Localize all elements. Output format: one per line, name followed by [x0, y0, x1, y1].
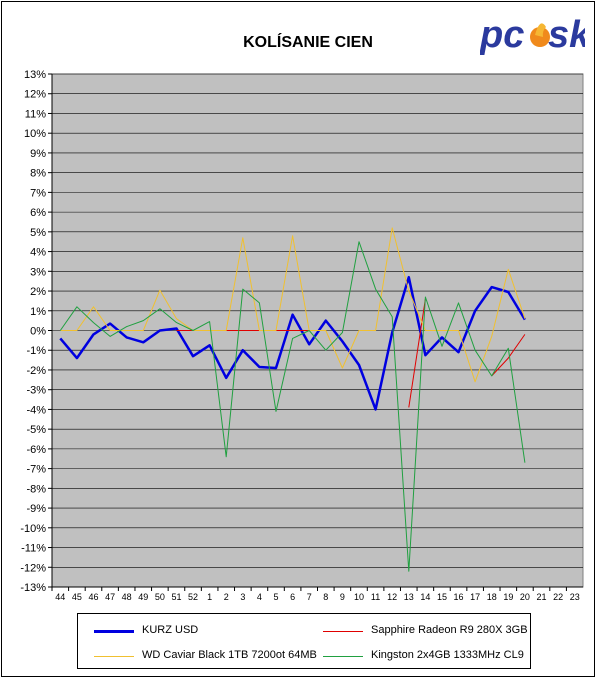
x-tick-label: 44: [55, 592, 65, 602]
legend-label: Sapphire Radeon R9 280X 3GB: [371, 624, 528, 636]
y-tick-label: 7%: [30, 187, 46, 199]
x-tick-label: 21: [537, 592, 547, 602]
flame-icon: [530, 27, 550, 47]
y-tick-label: 12%: [24, 89, 46, 101]
series-lines: [59, 227, 526, 572]
x-tick-label: 11: [371, 592, 380, 602]
y-tick-label: 2%: [30, 286, 46, 298]
logo-letters-pc: pc: [480, 14, 524, 55]
y-tick-label: -2%: [26, 365, 46, 377]
series-line-1: [491, 334, 526, 377]
chart-legend: KURZ USD Sapphire Radeon R9 280X 3GB WD …: [77, 613, 531, 669]
gridlines: [52, 73, 583, 588]
x-tick-label: 18: [487, 592, 497, 602]
y-tick-label: -1%: [26, 345, 46, 357]
x-tick-label: 12: [387, 592, 397, 602]
series-line-3: [59, 241, 526, 572]
x-tick-label: 47: [105, 592, 115, 602]
x-tick-label: 6: [290, 592, 295, 602]
x-tick-label: 49: [138, 592, 148, 602]
x-tick-label: 10: [354, 592, 364, 602]
legend-swatch: [94, 656, 134, 657]
x-tick-label: 7: [307, 592, 312, 602]
series-line-1: [408, 298, 426, 408]
series-line-0: [59, 275, 526, 411]
x-axis-ticks: 44 45 46 47 48 49 50 51 52 1 2 3 4 5 6 7 8 9 10 11 12 13 14 15 1…: [51, 74, 583, 602]
logo-letters-sk: sk: [548, 14, 585, 55]
legend-label: WD Caviar Black 1TB 7200ot 64MB: [142, 649, 317, 661]
x-tick-label: 45: [72, 592, 82, 602]
y-tick-label: -12%: [20, 562, 46, 574]
legend-label: Kingston 2x4GB 1333MHz CL9: [371, 649, 524, 661]
y-tick-label: -9%: [26, 503, 46, 515]
x-tick-label: 46: [88, 592, 98, 602]
y-tick-label: -10%: [20, 523, 46, 535]
y-tick-label: 6%: [30, 207, 46, 219]
chart-title: KOLÍSANIE CIEN: [243, 34, 373, 51]
y-tick-label: -11%: [21, 543, 46, 555]
y-tick-label: 9%: [30, 148, 46, 160]
x-tick-label: 5: [274, 592, 279, 602]
x-tick-label: 4: [257, 592, 262, 602]
x-tick-label: 50: [155, 592, 165, 602]
x-tick-label: 2: [224, 592, 229, 602]
x-tick-label: 20: [520, 592, 530, 602]
x-tick-label: 8: [323, 592, 328, 602]
x-tick-label: 52: [188, 592, 198, 602]
y-tick-label: 1%: [30, 306, 46, 318]
y-tick-label: -7%: [26, 464, 46, 476]
y-tick-label: 13%: [24, 69, 46, 81]
x-tick-label: 48: [122, 592, 132, 602]
x-tick-label: 17: [470, 592, 480, 602]
legend-swatch: [94, 630, 134, 633]
y-tick-label: -5%: [26, 424, 46, 436]
legend-swatch: [323, 631, 363, 632]
x-tick-label: 14: [420, 592, 430, 602]
legend-swatch: [323, 656, 363, 657]
x-tick-label: 51: [171, 592, 181, 602]
line-chart: 13% 12% 11% 10% 9% 8% 7% 6% 5% 4% 3% 2% 1% 0% -1% -2% -3…: [20, 69, 584, 602]
x-tick-label: 1: [207, 592, 212, 602]
y-tick-label: -13%: [20, 582, 46, 594]
y-tick-label: 5%: [30, 227, 46, 239]
y-tick-label: 4%: [30, 247, 46, 259]
pcsk-logo: pc sk: [479, 13, 592, 56]
y-tick-label: -6%: [26, 444, 46, 456]
legend-label: KURZ USD: [142, 624, 199, 636]
y-tick-label: 3%: [30, 266, 46, 278]
x-tick-label: 15: [437, 592, 447, 602]
y-tick-label: -8%: [26, 483, 46, 495]
y-tick-label: 10%: [24, 128, 46, 140]
y-tick-label: -4%: [26, 404, 46, 416]
x-tick-label: 13: [404, 592, 414, 602]
x-tick-label: 22: [553, 592, 563, 602]
y-tick-label: 11%: [25, 108, 46, 120]
x-tick-label: 23: [570, 592, 580, 602]
y-tick-label: 0%: [30, 326, 46, 338]
x-tick-label: 16: [454, 592, 464, 602]
x-tick-label: 3: [240, 592, 245, 602]
x-tick-label: 9: [340, 592, 345, 602]
y-axis-ticks: 13% 12% 11% 10% 9% 8% 7% 6% 5% 4% 3% 2% 1% 0% -1% -2% -3…: [20, 69, 52, 594]
x-tick-label: 19: [503, 592, 513, 602]
y-tick-label: 8%: [30, 168, 46, 180]
y-tick-label: -3%: [26, 385, 46, 397]
